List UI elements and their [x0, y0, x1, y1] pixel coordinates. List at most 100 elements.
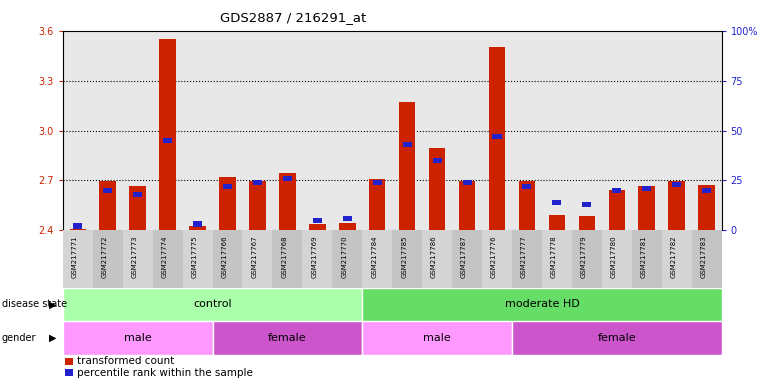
Bar	[65, 358, 73, 365]
Bar	[249, 181, 266, 230]
Text: male: male	[424, 333, 451, 343]
Bar	[70, 229, 86, 230]
Text: GSM217776: GSM217776	[491, 235, 497, 278]
Bar	[342, 215, 352, 221]
Text: GSM217770: GSM217770	[342, 235, 347, 278]
Bar	[552, 200, 561, 205]
Bar	[463, 180, 472, 185]
Bar	[632, 230, 662, 288]
Text: GSM217782: GSM217782	[671, 235, 676, 278]
Bar	[452, 230, 482, 288]
Bar	[548, 215, 565, 230]
Bar	[100, 181, 116, 230]
Bar	[74, 223, 82, 229]
Bar	[429, 148, 445, 230]
Bar	[279, 173, 296, 230]
Text: disease state: disease state	[2, 299, 67, 310]
Text: GSM217779: GSM217779	[581, 235, 587, 278]
Text: GSM217775: GSM217775	[192, 235, 198, 278]
Bar	[63, 288, 362, 321]
Bar	[283, 175, 292, 181]
Bar	[243, 230, 273, 288]
Bar	[642, 185, 651, 191]
Bar	[309, 224, 326, 230]
Text: GDS2887 / 216291_at: GDS2887 / 216291_at	[221, 12, 366, 25]
Bar	[422, 230, 452, 288]
Text: GSM217769: GSM217769	[311, 235, 317, 278]
Text: ▶: ▶	[49, 299, 57, 310]
Text: ▶: ▶	[49, 333, 57, 343]
Bar	[219, 177, 236, 230]
Text: female: female	[597, 333, 636, 343]
Bar	[193, 222, 202, 227]
Bar	[129, 186, 146, 230]
Text: male: male	[124, 333, 152, 343]
Bar	[459, 181, 475, 230]
Bar	[182, 230, 212, 288]
Bar	[339, 223, 355, 230]
Text: GSM217780: GSM217780	[611, 235, 617, 278]
Bar	[522, 184, 532, 189]
Text: gender: gender	[2, 333, 36, 343]
Bar	[612, 187, 621, 194]
Bar	[212, 230, 243, 288]
Bar	[403, 142, 411, 147]
Text: transformed count: transformed count	[77, 356, 174, 366]
Bar	[639, 186, 655, 230]
Bar	[65, 369, 73, 376]
Bar	[572, 230, 602, 288]
Bar	[608, 190, 625, 230]
Bar	[489, 47, 506, 230]
Bar	[223, 184, 232, 189]
Bar	[692, 230, 722, 288]
Text: percentile rank within the sample: percentile rank within the sample	[77, 367, 253, 377]
Bar	[519, 181, 535, 230]
Text: GSM217787: GSM217787	[461, 235, 467, 278]
Bar	[512, 230, 542, 288]
Text: GSM217766: GSM217766	[221, 235, 228, 278]
Bar	[63, 230, 93, 288]
Bar	[273, 230, 303, 288]
Bar	[702, 187, 711, 194]
Bar	[303, 230, 332, 288]
Bar	[103, 187, 113, 194]
Bar	[512, 321, 722, 355]
Text: GSM217784: GSM217784	[372, 235, 377, 278]
Bar	[133, 192, 142, 197]
Bar	[369, 179, 385, 230]
Bar	[253, 180, 262, 185]
Bar	[362, 288, 722, 321]
Text: GSM217777: GSM217777	[521, 235, 527, 278]
Text: control: control	[193, 299, 232, 310]
Bar	[362, 230, 392, 288]
Bar	[313, 217, 322, 223]
Bar	[362, 321, 512, 355]
Bar	[332, 230, 362, 288]
Text: GSM217771: GSM217771	[72, 235, 78, 278]
Text: GSM217786: GSM217786	[431, 235, 437, 278]
Bar	[392, 230, 422, 288]
Bar	[189, 226, 206, 230]
Bar	[699, 185, 715, 230]
Bar	[602, 230, 632, 288]
Text: female: female	[268, 333, 306, 343]
Bar	[482, 230, 512, 288]
Text: GSM217781: GSM217781	[640, 235, 647, 278]
Bar	[212, 321, 362, 355]
Text: GSM217768: GSM217768	[281, 235, 287, 278]
Bar	[152, 230, 182, 288]
Text: GSM217783: GSM217783	[701, 235, 706, 278]
Text: moderate HD: moderate HD	[505, 299, 579, 310]
Text: GSM217773: GSM217773	[132, 235, 138, 278]
Bar	[493, 134, 502, 139]
Bar	[123, 230, 152, 288]
Text: GSM217774: GSM217774	[162, 235, 168, 278]
Bar	[662, 230, 692, 288]
Text: GSM217772: GSM217772	[102, 235, 108, 278]
Bar	[669, 181, 685, 230]
Bar	[163, 137, 172, 144]
Bar	[672, 182, 681, 187]
Bar	[582, 202, 591, 207]
Text: GSM217778: GSM217778	[551, 235, 557, 278]
Bar	[542, 230, 572, 288]
